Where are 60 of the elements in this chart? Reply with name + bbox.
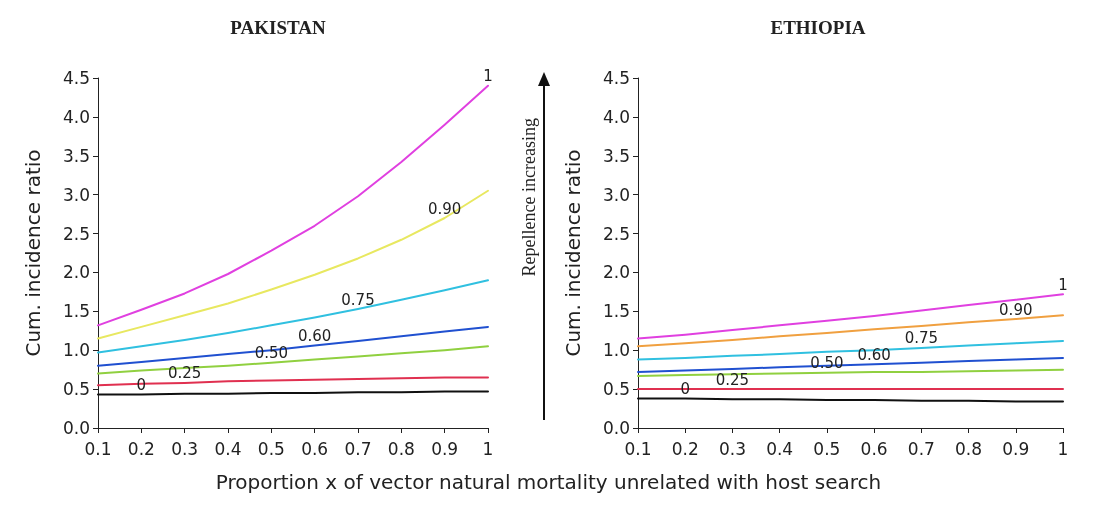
y-tick-label: 0.5 xyxy=(602,379,630,400)
y-tick-label: 1.5 xyxy=(62,301,90,322)
x-tick-label: 0.6 xyxy=(301,438,329,459)
series-label: 0.25 xyxy=(167,364,202,383)
x-tick-label: 1 xyxy=(482,438,494,459)
y-tick-label: 3.5 xyxy=(62,145,90,166)
x-tick-label: 0.2 xyxy=(671,438,699,459)
x-tick-label: 0.8 xyxy=(387,438,415,459)
x-tick-label: 0.4 xyxy=(766,438,794,459)
x-tick-label: 0.7 xyxy=(344,438,372,459)
line-series xyxy=(97,325,489,367)
series-label: 0.60 xyxy=(857,345,891,364)
y-tick-label: 2.0 xyxy=(602,262,630,283)
y-tick-label: 4.0 xyxy=(602,106,630,127)
y-tick-label: 0.0 xyxy=(62,418,90,438)
series-label: 0.25 xyxy=(715,370,750,389)
x-tick-label: 0.2 xyxy=(127,438,155,459)
x-tick-label: 0.9 xyxy=(1002,438,1030,459)
y-tick-label: 0.0 xyxy=(602,418,630,438)
series-label: 1 xyxy=(1058,275,1068,294)
x-tick-label: 0.4 xyxy=(214,438,242,459)
y-tick-label: 0.5 xyxy=(62,379,90,400)
chart-title: PAKISTAN xyxy=(230,17,326,38)
y-tick-label: 1.0 xyxy=(62,340,90,361)
x-tick-label: 0.5 xyxy=(257,438,285,459)
y-axis-title: Cum. incidence ratio xyxy=(561,149,585,357)
x-tick-label: 0.1 xyxy=(84,438,112,459)
y-tick-label: 2.5 xyxy=(62,223,90,244)
series-label: 0.60 xyxy=(297,327,332,346)
series-label: 0.90 xyxy=(999,300,1033,319)
x-tick-label: 1 xyxy=(1057,438,1069,459)
line-series xyxy=(637,314,1064,348)
x-axis-title: Proportion x of vector natural mortality unrelated with host search xyxy=(214,470,883,494)
y-tick-label: 3.0 xyxy=(602,184,630,205)
line-series xyxy=(97,189,489,340)
x-tick-label: 0.3 xyxy=(718,438,746,459)
y-axis-title: Cum. incidence ratio xyxy=(21,149,45,357)
chart-title: ETHIOPIA xyxy=(770,17,866,38)
line-series xyxy=(97,84,489,327)
y-tick-label: 3.5 xyxy=(602,145,630,166)
y-tick-label: 2.0 xyxy=(62,262,90,283)
series-label: 1 xyxy=(483,67,493,86)
x-tick-label: 0.3 xyxy=(171,438,199,459)
x-tick-label: 0.8 xyxy=(955,438,983,459)
series-label: 0.75 xyxy=(904,329,939,348)
series-label: 0.75 xyxy=(341,290,375,309)
y-tick-label: 3.0 xyxy=(62,184,90,205)
y-tick-label: 2.5 xyxy=(602,223,630,244)
x-tick-label: 0.6 xyxy=(860,438,888,459)
y-tick-label: 4.5 xyxy=(602,68,630,88)
text: Repellence increasing xyxy=(519,117,539,277)
x-tick-label: 0.7 xyxy=(907,438,935,459)
y-tick-label: 4.5 xyxy=(62,68,90,88)
y-tick-label: 1.5 xyxy=(602,301,630,322)
x-tick-label: 0.5 xyxy=(813,438,841,459)
y-tick-label: 4.0 xyxy=(62,106,90,127)
x-tick-label: 0.1 xyxy=(624,438,652,459)
series-label: 0.90 xyxy=(427,199,462,218)
y-tick-label: 1.0 xyxy=(602,340,630,361)
x-tick-label: 0.9 xyxy=(431,438,459,459)
